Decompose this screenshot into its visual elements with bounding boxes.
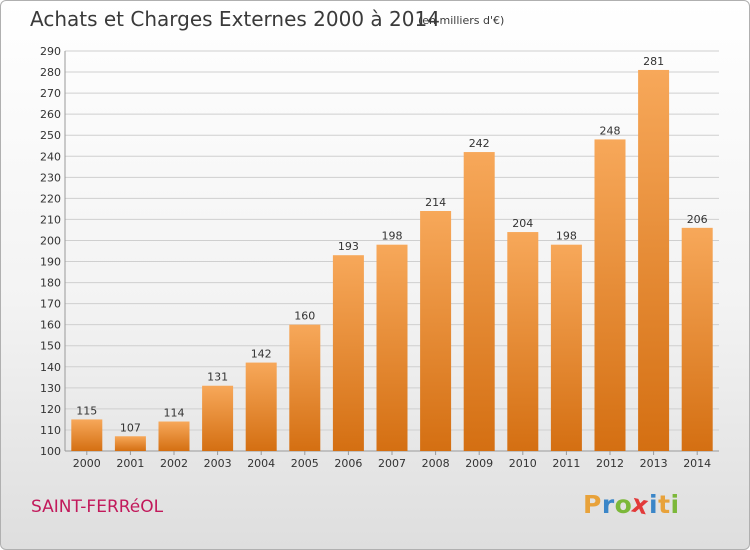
value-label-2014: 206 [687,213,708,226]
value-label-2004: 142 [251,348,272,361]
value-label-2003: 131 [207,371,228,384]
chart-unit: (en milliers d'€) [418,14,505,27]
y-tick-label: 210 [40,213,61,226]
x-tick-label: 2005 [291,457,319,470]
x-tick-label: 2007 [378,457,406,470]
value-label-2011: 198 [556,230,577,243]
bar-2002 [158,421,190,451]
y-tick-label: 250 [40,129,61,142]
bar-2001 [114,436,146,451]
x-axis: 2000 2001 2002 2003 2004 2005 2006 2007 2008 2009… [73,451,711,470]
bars [71,69,713,452]
y-tick-label: 140 [40,361,61,374]
y-tick-label: 100 [40,445,61,458]
y-tick-label: 110 [40,424,61,437]
y-tick-label: 150 [40,340,61,353]
bar-2010 [507,232,539,451]
value-label-2013: 281 [643,55,664,68]
logo-letter: i [649,490,659,519]
value-label-2012: 248 [600,124,621,137]
y-tick-label: 180 [40,277,61,290]
bar-2006 [332,255,364,451]
y-tick-label: 120 [40,403,61,416]
chart-title: Achats et Charges Externes 2000 à 2014 [30,7,440,31]
city-name: SAINT-FERRéOL [31,497,164,517]
x-tick-label: 2011 [552,457,580,470]
value-label-2007: 198 [382,230,403,243]
y-tick-label: 260 [40,108,61,121]
y-tick-label: 190 [40,256,61,269]
y-tick-label: 130 [40,382,61,395]
logo-letter: r [601,490,615,519]
x-tick-label: 2006 [334,457,362,470]
logo-letter: o [614,490,633,519]
y-tick-label: 200 [40,234,61,247]
y-tick-label: 220 [40,192,61,205]
y-tick-label: 280 [40,66,61,79]
x-tick-label: 2002 [160,457,188,470]
y-tick-label: 170 [40,298,61,311]
x-tick-label: 2012 [596,457,624,470]
value-label-2009: 242 [469,137,490,150]
y-tick-label: 240 [40,150,61,163]
logo-letter: P [583,490,602,519]
x-tick-label: 2014 [683,457,711,470]
y-tick-label: 270 [40,87,61,100]
bar-2005 [289,324,321,451]
y-tick-label: 290 [40,45,61,58]
bar-2011 [550,244,582,451]
bar-2014 [681,227,713,451]
x-tick-label: 2009 [465,457,493,470]
bar-2008 [420,211,452,451]
x-tick-label: 2008 [422,457,450,470]
x-tick-label: 2010 [509,457,537,470]
x-tick-label: 2001 [116,457,144,470]
value-label-2002: 114 [164,407,185,420]
bar-2000 [71,419,103,451]
bar-2003 [202,385,234,451]
x-tick-label: 2004 [247,457,275,470]
logo-letter: t [658,490,671,519]
value-label-2010: 204 [512,217,533,230]
x-tick-label: 2013 [640,457,668,470]
logo-letter: i [670,490,680,519]
value-label-2006: 193 [338,240,359,253]
value-label-2005: 160 [294,310,315,323]
bar-2004 [245,362,277,451]
bar-2007 [376,244,408,451]
value-label-2008: 214 [425,196,446,209]
value-label-2000: 115 [76,404,97,417]
x-tick-label: 2003 [204,457,232,470]
bar-2012 [594,139,626,451]
y-tick-label: 160 [40,319,61,332]
x-tick-label: 2000 [73,457,101,470]
value-labels: 115 107 114 131 142 160 193 198 214 242 204 198 248 2… [76,55,707,434]
y-tick-label: 230 [40,171,61,184]
bar-2009 [463,152,495,452]
bar-2013 [638,69,670,452]
value-label-2001: 107 [120,421,141,434]
proxiti-logo: Proxiti [583,489,680,521]
